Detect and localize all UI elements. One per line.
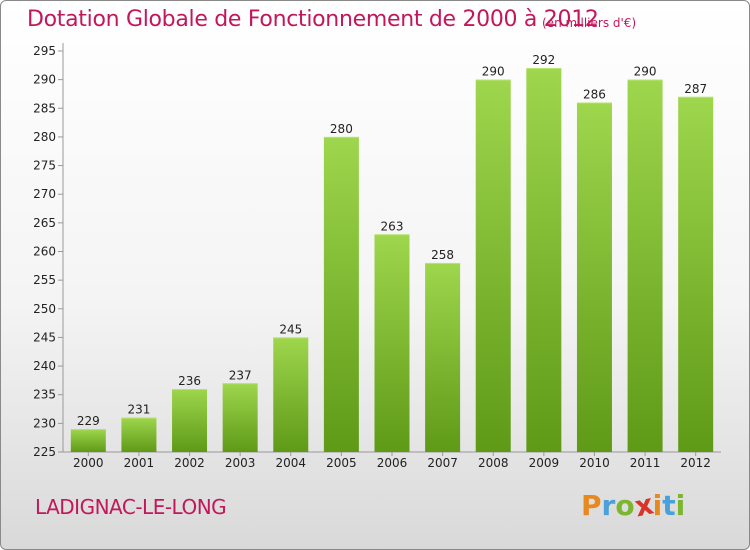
- y-tick-label: 295: [33, 44, 56, 58]
- x-tick-label-2003: 2003: [225, 456, 256, 470]
- x-tick-label-2009: 2009: [529, 456, 560, 470]
- bar-2005: [323, 136, 359, 452]
- chart-title: Dotation Globale de Fonctionnement de 20…: [27, 7, 599, 32]
- y-tick-label: 235: [33, 388, 56, 402]
- x-tick-label-2000: 2000: [73, 456, 104, 470]
- bar-value-label-2002: 236: [178, 374, 201, 388]
- bar-2012: [678, 96, 714, 452]
- y-tick-label: 245: [33, 330, 56, 344]
- bar-2009: [526, 68, 562, 452]
- x-tick-label-2010: 2010: [579, 456, 610, 470]
- y-tick-label: 270: [33, 187, 56, 201]
- commune-name: LADIGNAC-LE-LONG: [35, 495, 227, 519]
- bar-2001: [121, 417, 157, 452]
- logo-letter: P: [581, 489, 602, 522]
- bar-2007: [425, 262, 461, 452]
- bar-value-label-2005: 280: [330, 122, 353, 136]
- bar-2002: [172, 388, 208, 452]
- bar-2000: [70, 429, 106, 452]
- y-tick-label: 290: [33, 73, 56, 87]
- bar-series: 229 231 236 237 245 280 263 258 290 292 286 290 287: [70, 53, 714, 453]
- bar-value-label-2012: 287: [684, 82, 707, 96]
- y-tick-label: 285: [33, 101, 56, 115]
- y-tick-label: 225: [33, 445, 56, 459]
- y-tick-label: 275: [33, 159, 56, 173]
- bar-value-label-2000: 229: [77, 414, 100, 428]
- proxiti-logo: Proxiti: [581, 487, 686, 523]
- bar-2003: [222, 383, 258, 452]
- bar-2011: [627, 79, 663, 453]
- chart-axes: 225 230 235 240 245 250 255 260 265 270 275 280 285 2…: [33, 43, 721, 470]
- chart-subtitle: (en milliers d'€): [542, 16, 637, 30]
- x-tick-label-2005: 2005: [326, 456, 357, 470]
- logo-letter: i: [652, 489, 663, 522]
- bar-value-label-2003: 237: [229, 368, 252, 382]
- y-tick-label: 280: [33, 130, 56, 144]
- bar-value-label-2001: 231: [127, 403, 150, 417]
- x-tick-label-2011: 2011: [630, 456, 661, 470]
- y-tick-label: 255: [33, 273, 56, 287]
- bar-value-label-2008: 290: [482, 65, 505, 79]
- y-tick-label: 250: [33, 302, 56, 316]
- logo-letter: o: [615, 489, 635, 522]
- y-tick-label: 230: [33, 416, 56, 430]
- x-tick-label-2004: 2004: [275, 456, 306, 470]
- bar-value-label-2010: 286: [583, 88, 606, 102]
- x-tick-label-2002: 2002: [174, 456, 205, 470]
- x-tick-label-2008: 2008: [478, 456, 509, 470]
- logo-letter: t: [662, 489, 676, 522]
- x-tick-label-2006: 2006: [377, 456, 408, 470]
- bar-value-label-2009: 292: [532, 53, 555, 67]
- x-tick-label-2012: 2012: [680, 456, 711, 470]
- bar-2008: [475, 79, 511, 453]
- logo-letter: r: [601, 489, 616, 522]
- bar-2006: [374, 234, 410, 452]
- y-tick-label: 260: [33, 245, 56, 259]
- y-tick-label: 265: [33, 216, 56, 230]
- x-tick-label-2001: 2001: [124, 456, 155, 470]
- logo-letter: i: [675, 489, 686, 522]
- bar-value-label-2004: 245: [279, 322, 302, 336]
- bar-2004: [273, 337, 309, 452]
- bar-value-label-2011: 290: [634, 65, 657, 79]
- bar-value-label-2007: 258: [431, 248, 454, 262]
- bar-2010: [576, 102, 612, 453]
- y-tick-label: 240: [33, 359, 56, 373]
- x-tick-label-2007: 2007: [427, 456, 458, 470]
- bar-value-label-2006: 263: [381, 219, 404, 233]
